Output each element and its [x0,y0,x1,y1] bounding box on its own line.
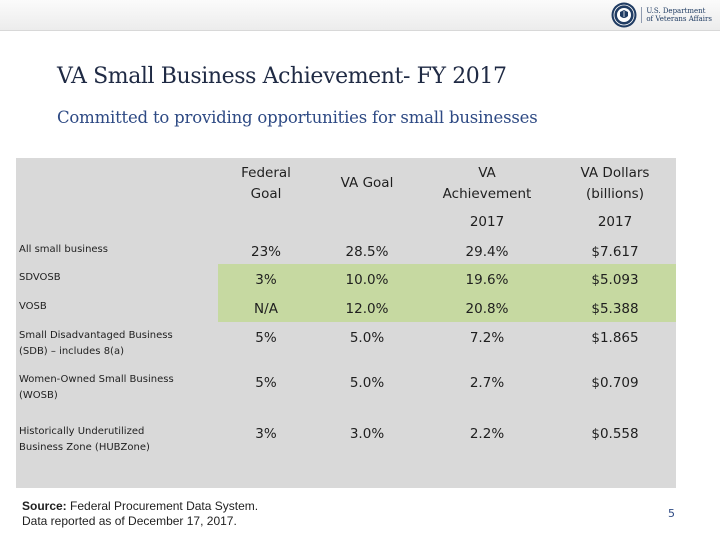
top-bar: U.S. Department of Veterans Affairs [0,0,720,31]
row-label-line: VOSB [19,301,47,312]
table-cell: $7.617 [591,244,639,260]
table-cell: $0.709 [591,375,639,391]
column-year-dollars: 2017 [597,214,633,230]
table-highlight [218,264,676,322]
table-cell: 10.0% [345,272,389,288]
column-header-va-dollars: VA Dollars (billions) [554,163,676,205]
va-logo-text: U.S. Department of Veterans Affairs [641,7,712,23]
table-cell: 5% [255,375,277,391]
source-note: Source: Federal Procurement Data System.… [22,499,258,529]
table-cell: 2.7% [469,375,505,391]
table-cell: 5.0% [349,375,385,391]
row-label-sdvosb: SDVOSB [19,270,61,286]
table-cell: 12.0% [345,301,389,317]
source-text: Federal Procurement Data System. [70,499,259,513]
column-header-line: VA [478,165,496,181]
row-label-line: All small business [19,244,108,255]
table-cell: 2.2% [469,426,505,442]
row-label-line: (SDB) – includes 8(a) [19,346,124,357]
column-header-line: Goal [250,186,282,202]
row-label-line: Women-Owned Small Business [19,374,174,385]
logo-line-2: of Veterans Affairs [646,15,712,23]
va-seal-icon [611,2,637,28]
table-cell: $1.865 [591,330,639,346]
table-cell: 20.8% [465,301,509,317]
row-label-vosb: VOSB [19,299,47,315]
data-date-note: Data reported as of December 17, 2017. [22,514,237,528]
logo-line-1: U.S. Department [646,7,706,15]
column-header-line: (billions) [586,186,644,202]
column-header-va-goal: VA Goal [314,173,420,194]
column-header-federal-goal: Federal Goal [218,163,314,205]
table-cell: 23% [250,244,281,260]
table-cell: 29.4% [465,244,509,260]
table-cell: 5% [255,330,277,346]
column-header-line: Federal [241,165,291,181]
page-number: 5 [668,507,675,520]
column-header-line: Achievement [442,186,532,202]
table-cell: $0.558 [591,426,639,442]
table-background [16,158,676,488]
column-header-line: VA Dollars [580,165,650,181]
row-label-line: Business Zone (HUBZone) [19,442,150,453]
source-label: Source: [22,499,67,513]
table-cell: 7.2% [469,330,505,346]
va-logo: U.S. Department of Veterans Affairs [611,2,712,28]
table-cell: 3% [255,272,277,288]
row-label-hubzone: Historically Underutilized Business Zone… [19,424,150,456]
slide-subtitle: Committed to providing opportunities for… [57,108,538,127]
table-cell: N/A [254,301,278,317]
row-label-line: SDVOSB [19,272,61,283]
table-cell: $5.093 [591,272,639,288]
row-label-line: (WOSB) [19,390,58,401]
table-cell: 5.0% [349,330,385,346]
column-year-achievement: 2017 [469,214,505,230]
column-header-line: VA Goal [340,175,394,191]
row-label-sdb: Small Disadvantaged Business (SDB) – inc… [19,328,173,360]
table-cell: 3.0% [349,426,385,442]
table-cell: 3% [255,426,277,442]
row-label-all-small-business: All small business [19,242,108,258]
table-cell: $5.388 [591,301,639,317]
source-line: Source: Federal Procurement Data System. [22,499,258,514]
slide-title: VA Small Business Achievement- FY 2017 [57,64,507,89]
row-label-wosb: Women-Owned Small Business (WOSB) [19,372,174,404]
table-cell: 19.6% [465,272,509,288]
row-label-line: Small Disadvantaged Business [19,330,173,341]
row-label-line: Historically Underutilized [19,426,145,437]
table-cell: 28.5% [345,244,389,260]
column-header-va-achievement: VA Achievement [420,163,554,205]
